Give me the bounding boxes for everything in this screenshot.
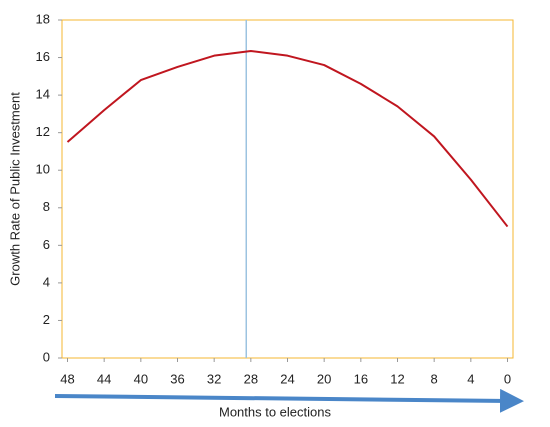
x-tick-label: 32 — [207, 371, 221, 386]
x-tick-label: 20 — [317, 371, 331, 386]
plot-frame — [61, 19, 514, 359]
data-line — [66, 49, 509, 228]
x-tick-label: 4 — [467, 371, 474, 386]
y-tick-label: 18 — [36, 11, 50, 26]
y-tick-label: 6 — [43, 237, 50, 252]
y-tick-label: 10 — [36, 162, 50, 177]
x-tick-label: 0 — [504, 371, 511, 386]
y-tick-label: 2 — [43, 312, 50, 327]
y-tick-label: 0 — [43, 349, 50, 364]
y-tick-label: 8 — [43, 199, 50, 214]
x-tick-label: 44 — [97, 371, 111, 386]
y-tick-label: 14 — [36, 87, 50, 102]
x-tick-label: 12 — [390, 371, 404, 386]
x-tick-label: 28 — [244, 371, 258, 386]
x-axis-label: Months to elections — [219, 404, 332, 419]
y-tick-label: 12 — [36, 124, 50, 139]
x-tick-label: 16 — [354, 371, 368, 386]
direction-arrow — [54, 388, 524, 413]
x-tick-label: 36 — [170, 371, 184, 386]
x-tick-label: 48 — [60, 371, 74, 386]
x-tick-label: 24 — [280, 371, 294, 386]
x-tick-label: 40 — [134, 371, 148, 386]
x-tick-label: 8 — [431, 371, 438, 386]
y-axis-label: Growth Rate of Public Investment — [7, 92, 22, 286]
y-tick-label: 4 — [43, 274, 50, 289]
y-tick-label: 16 — [36, 49, 50, 64]
